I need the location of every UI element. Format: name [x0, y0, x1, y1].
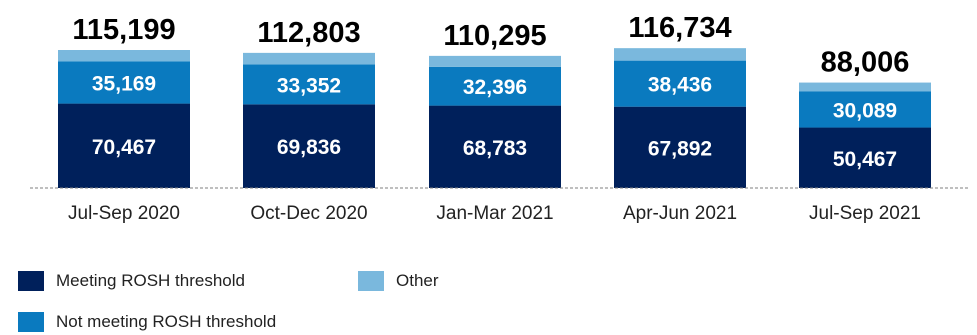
bars-group — [58, 48, 931, 188]
data-label-meeting-jul-sep-2021: 50,467 — [833, 148, 897, 171]
total-label-jul-sep-2021: 88,006 — [821, 47, 910, 79]
legend-swatch-meeting-rosh — [18, 271, 44, 291]
legend-swatch-not-meeting-rosh — [18, 312, 44, 332]
data-label-meeting-jan-mar-2021: 68,783 — [463, 137, 527, 160]
legend-item-other: Other — [358, 271, 439, 291]
bar-not-meeting-rosh-threshold-jul-sep-2021 — [799, 91, 931, 128]
legend-item-not-meeting-rosh: Not meeting ROSH threshold — [18, 312, 276, 332]
x-tick-label-jul-sep-2020: Jul-Sep 2020 — [68, 203, 180, 224]
bar-meeting-rosh-threshold-apr-jun-2021 — [614, 106, 746, 188]
total-label-jul-sep-2020: 115,199 — [72, 14, 175, 46]
x-tick-label-oct-dec-2020: Oct-Dec 2020 — [250, 203, 367, 224]
bar-other-jul-sep-2021 — [799, 82, 931, 92]
bar-not-meeting-rosh-threshold-jul-sep-2020 — [58, 61, 190, 104]
x-tick-label-jul-sep-2021: Jul-Sep 2021 — [809, 203, 921, 224]
bar-not-meeting-rosh-threshold-apr-jun-2021 — [614, 60, 746, 107]
bar-meeting-rosh-threshold-jul-sep-2021 — [799, 127, 931, 188]
bar-other-jul-sep-2020 — [58, 50, 190, 62]
bar-other-apr-jun-2021 — [614, 48, 746, 61]
total-label-oct-dec-2020: 112,803 — [257, 17, 360, 49]
total-label-jan-mar-2021: 110,295 — [443, 20, 546, 52]
data-label-meeting-jul-sep-2020: 70,467 — [92, 136, 156, 159]
bar-other-oct-dec-2020 — [243, 52, 375, 65]
labels-group: 70,467 35,169 115,199 Jul-Sep 2020 69,836 33,… — [68, 12, 921, 224]
data-label-not-meeting-jul-sep-2021: 30,089 — [833, 100, 897, 123]
x-tick-label-apr-jun-2021: Apr-Jun 2021 — [623, 203, 737, 224]
legend-item-meeting-rosh: Meeting ROSH threshold — [18, 271, 245, 291]
data-label-meeting-apr-jun-2021: 67,892 — [648, 137, 712, 160]
x-tick-label-jan-mar-2021: Jan-Mar 2021 — [436, 203, 553, 224]
bar-meeting-rosh-threshold-jan-mar-2021 — [429, 105, 561, 188]
data-label-not-meeting-apr-jun-2021: 38,436 — [648, 74, 712, 97]
legend-label-other: Other — [396, 271, 439, 290]
legend-swatch-other — [358, 271, 384, 291]
bar-meeting-rosh-threshold-oct-dec-2020 — [243, 104, 375, 188]
legend-label-not-meeting-rosh: Not meeting ROSH threshold — [56, 312, 277, 331]
data-label-not-meeting-jul-sep-2020: 35,169 — [92, 73, 156, 96]
bar-not-meeting-rosh-threshold-oct-dec-2020 — [243, 64, 375, 105]
data-label-meeting-oct-dec-2020: 69,836 — [277, 136, 341, 159]
total-label-apr-jun-2021: 116,734 — [628, 12, 731, 44]
data-label-not-meeting-jan-mar-2021: 32,396 — [463, 76, 527, 99]
bar-not-meeting-rosh-threshold-jan-mar-2021 — [429, 66, 561, 106]
bar-meeting-rosh-threshold-jul-sep-2020 — [58, 103, 190, 188]
legend-label-meeting-rosh: Meeting ROSH threshold — [56, 271, 245, 290]
bar-other-jan-mar-2021 — [429, 55, 561, 67]
data-label-not-meeting-oct-dec-2020: 33,352 — [277, 74, 341, 97]
